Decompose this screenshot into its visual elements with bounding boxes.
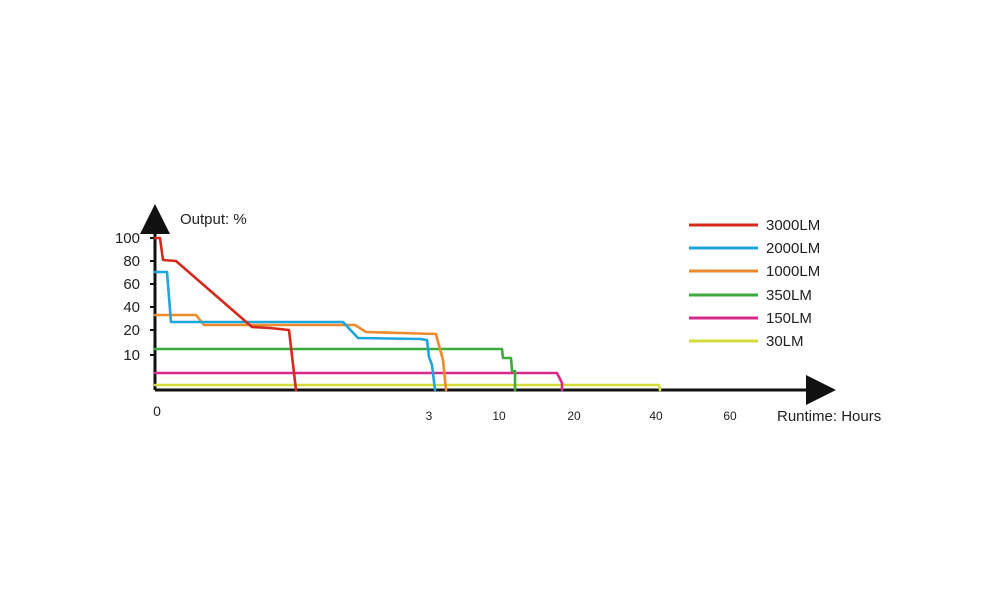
x-axis-label: Runtime: Hours xyxy=(777,408,881,425)
x-tick-label: 10 xyxy=(492,409,506,423)
x-tick-label: 3 xyxy=(426,409,433,423)
x-tick-label: 40 xyxy=(649,409,663,423)
x-tick-label: 0 xyxy=(153,403,161,419)
legend: 3000LM 2000LM 1000LM 350LM 150LM 30LM xyxy=(689,217,820,350)
series-lines xyxy=(153,236,662,392)
legend-label-3000lm: 3000LM xyxy=(766,217,820,234)
legend-label-1000lm: 1000LM xyxy=(766,263,820,280)
x-tick-label: 60 xyxy=(723,409,737,423)
series-line-150lm xyxy=(153,371,564,392)
series-line-3000lm xyxy=(153,236,298,392)
x-tick-labels: 0 3 10 20 40 60 xyxy=(153,403,737,423)
series-line-2000lm xyxy=(153,270,437,392)
y-tick-label: 80 xyxy=(123,253,140,270)
x-tick-label: 20 xyxy=(567,409,581,423)
y-tick-label: 100 xyxy=(115,230,140,247)
y-axis-label: Output: % xyxy=(180,211,247,228)
y-tick-label: 40 xyxy=(123,299,140,316)
legend-label-2000lm: 2000LM xyxy=(766,240,820,257)
legend-label-150lm: 150LM xyxy=(766,310,812,327)
legend-label-350lm: 350LM xyxy=(766,287,812,304)
y-tick-labels: 100 80 60 40 20 10 xyxy=(115,230,155,364)
y-tick-label: 10 xyxy=(123,347,140,364)
series-line-1000lm xyxy=(153,313,448,392)
legend-label-30lm: 30LM xyxy=(766,333,804,350)
y-tick-label: 20 xyxy=(123,322,140,339)
series-line-350lm xyxy=(153,347,517,392)
y-tick-label: 60 xyxy=(123,276,140,293)
series-line-30lm xyxy=(153,383,662,392)
